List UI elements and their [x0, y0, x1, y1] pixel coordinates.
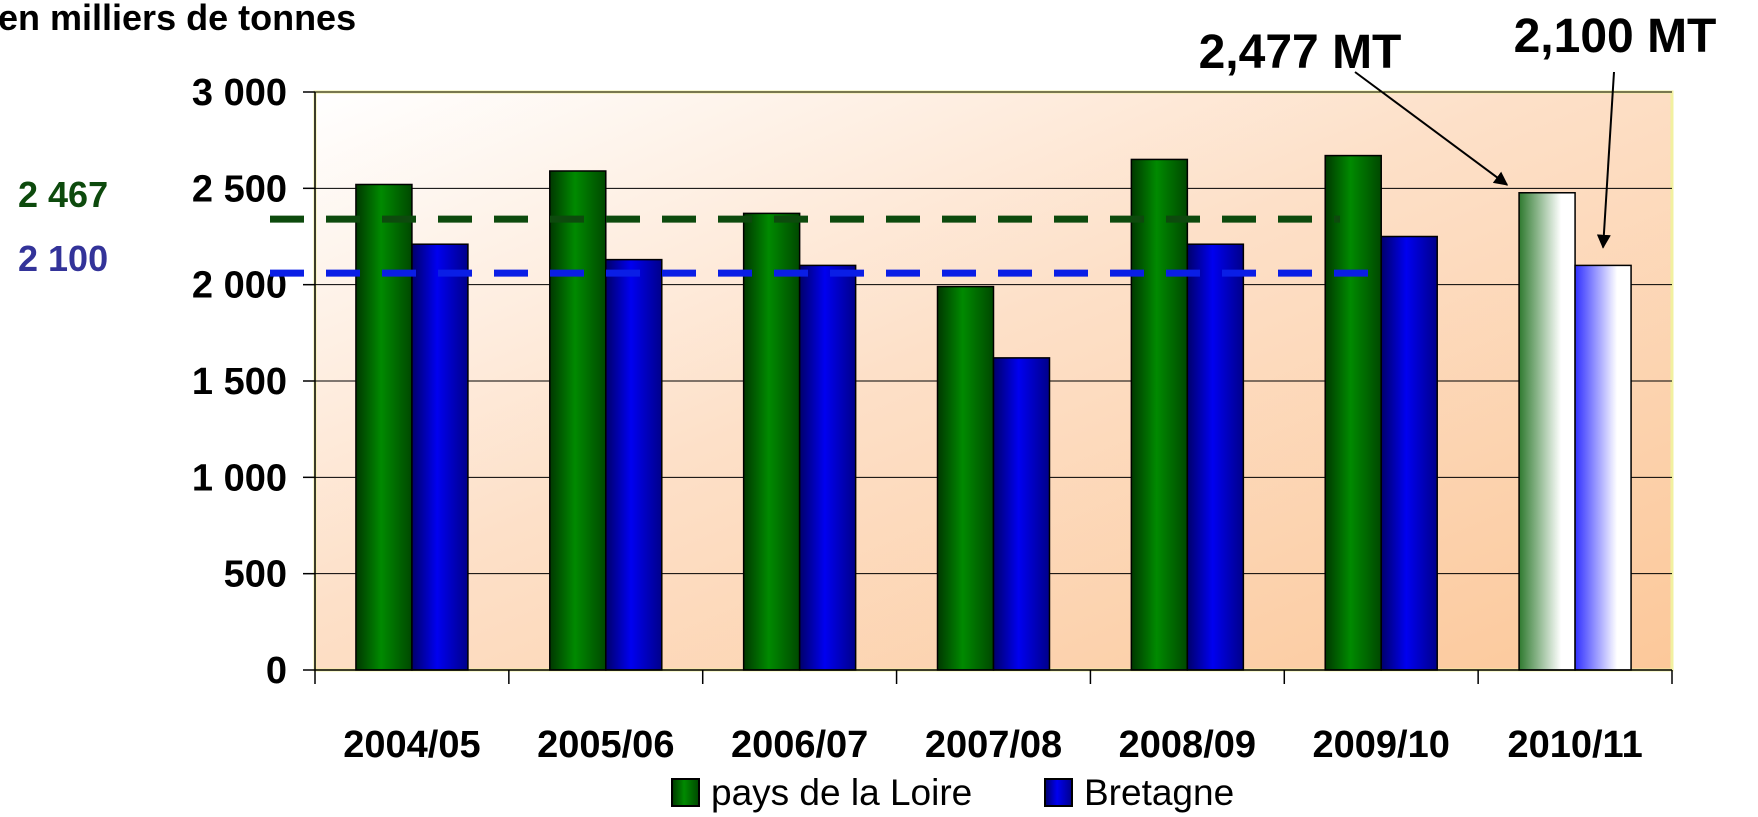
legend-label-bretagne: Bretagne [1084, 772, 1234, 813]
x-tick-label: 2009/10 [1313, 724, 1450, 766]
x-tick-label: 2010/11 [1507, 724, 1642, 766]
reference-lines: 2 467 2 100 [18, 174, 1375, 279]
bar-pays-de-la-loire-2004-05 [355, 183, 413, 671]
axes [314, 92, 1672, 671]
y-tick-label: 2 500 [192, 168, 287, 210]
reference-label-pays-de-la-loire: 2 467 [18, 174, 108, 215]
legend-swatch-bretagne [1044, 778, 1073, 807]
legend-swatch-pays-de-la-loire [671, 778, 700, 807]
bar-pays-de-la-loire-2009-10 [1324, 154, 1382, 671]
legend-label-pays-de-la-loire: pays de la Loire [711, 772, 972, 813]
bars [355, 154, 1632, 671]
x-tick-label: 2008/09 [1119, 724, 1256, 766]
x-tick-label: 2007/08 [925, 724, 1062, 766]
reference-label-bretagne: 2 100 [18, 238, 108, 279]
bar-bretagne-2008-09 [1186, 243, 1245, 671]
bar-bretagne-2004-05 [411, 243, 469, 671]
y-tick-label: 1 000 [192, 457, 287, 499]
y-tick-label: 500 [224, 554, 287, 596]
bar-pays-de-la-loire-2007-08 [936, 285, 995, 671]
bar-pays-de-la-loire-2005-06 [549, 170, 607, 671]
bar-bretagne-2010-11 [1574, 264, 1632, 671]
bar-bretagne-2005-06 [605, 258, 663, 671]
y-tick-label: 3 000 [192, 72, 287, 114]
unit-label: en milliers de tonnes [0, 0, 356, 38]
legend: pays de la Loire Bretagne [671, 772, 1234, 813]
annotation-label: 2,477 MT [1199, 26, 1402, 79]
bar-pays-de-la-loire-2006-07 [742, 212, 801, 671]
bar-bretagne-2006-07 [798, 264, 857, 671]
x-axis-ticks: 2004/05 2005/06 2006/07 2007/08 2008/09 2009/… [314, 670, 1673, 766]
bar-bretagne-2007-08 [992, 357, 1051, 671]
bar-pays-de-la-loire-2008-09 [1130, 158, 1189, 671]
y-tick-label: 0 [266, 650, 287, 692]
y-tick-label: 1 500 [192, 361, 287, 403]
bar-pays-de-la-loire-2010-11 [1518, 192, 1576, 671]
x-tick-label: 2005/06 [537, 724, 674, 766]
annotation-arrow [1354, 71, 1509, 186]
x-tick-label: 2006/07 [731, 724, 868, 766]
annotation-label: 2,100 MT [1514, 10, 1717, 63]
annotation-arrow [1596, 71, 1615, 249]
bar-bretagne-2009-10 [1380, 235, 1438, 671]
annotations: 2,477 MT 2,100 MT [1199, 10, 1717, 249]
x-tick-label: 2004/05 [343, 724, 480, 766]
